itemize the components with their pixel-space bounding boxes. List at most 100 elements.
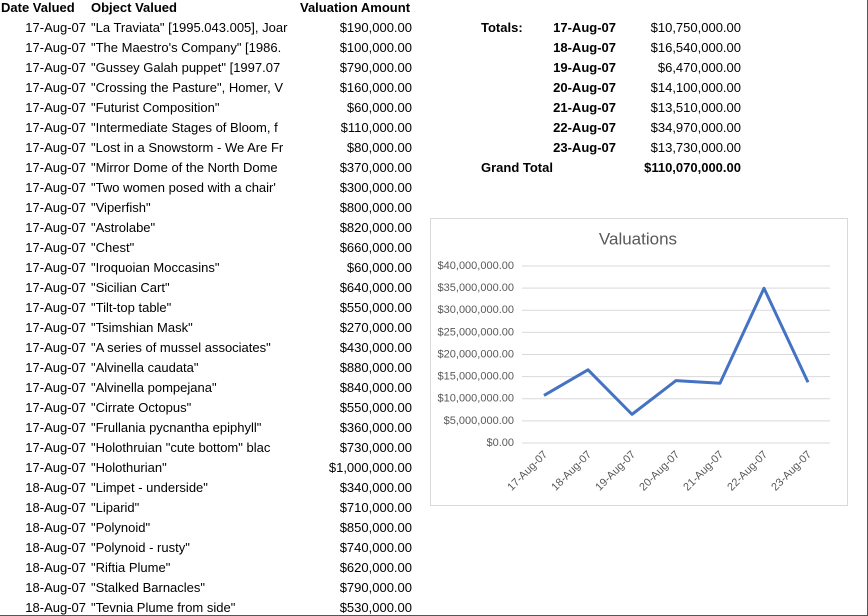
amount-cell: $100,000.00 bbox=[339, 40, 412, 55]
amount-cell: $660,000.00 bbox=[339, 240, 412, 255]
date-cell: 17-Aug-07 bbox=[25, 360, 86, 375]
grand-total-label: Grand Total bbox=[481, 160, 553, 175]
object-cell: "Stalked Barnacles" bbox=[91, 580, 206, 595]
date-cell: 17-Aug-07 bbox=[25, 80, 86, 95]
object-cell: "Polynoid - rusty" bbox=[91, 540, 190, 555]
amount-cell: $800,000.00 bbox=[339, 200, 412, 215]
date-cell: 18-Aug-07 bbox=[25, 500, 86, 515]
totals-date: 22-Aug-07 bbox=[553, 120, 616, 135]
amount-cell: $530,000.00 bbox=[339, 600, 412, 615]
x-tick-label: 19-Aug-07 bbox=[593, 449, 638, 494]
amount-cell: $740,000.00 bbox=[339, 540, 412, 555]
date-cell: 17-Aug-07 bbox=[25, 120, 86, 135]
x-tick-label: 21-Aug-07 bbox=[681, 449, 726, 494]
totals-amount: $13,510,000.00 bbox=[650, 100, 741, 115]
date-cell: 17-Aug-07 bbox=[25, 140, 86, 155]
object-cell: "A series of mussel associates" bbox=[91, 340, 271, 355]
column-header: Object Valued bbox=[91, 0, 177, 15]
date-cell: 17-Aug-07 bbox=[25, 400, 86, 415]
object-cell: "The Maestro's Company" [1986. bbox=[91, 40, 282, 55]
object-cell: "Two women posed with a chair' bbox=[91, 180, 276, 195]
date-cell: 17-Aug-07 bbox=[25, 60, 86, 75]
chart-frame bbox=[430, 218, 848, 506]
date-cell: 17-Aug-07 bbox=[25, 200, 86, 215]
object-cell: "Iroquoian Moccasins" bbox=[91, 260, 220, 275]
y-tick-label: $10,000,000.00 bbox=[438, 393, 514, 405]
object-cell: "Tilt-top table" bbox=[91, 300, 172, 315]
column-header: Valuation Amount bbox=[300, 0, 411, 15]
amount-cell: $430,000.00 bbox=[339, 340, 412, 355]
date-cell: 17-Aug-07 bbox=[25, 340, 86, 355]
x-tick-label: 18-Aug-07 bbox=[549, 449, 594, 494]
object-cell: "Polynoid" bbox=[91, 520, 151, 535]
amount-cell: $640,000.00 bbox=[339, 280, 412, 295]
object-cell: "Holothurian" bbox=[91, 460, 167, 475]
amount-cell: $1,000,000.00 bbox=[328, 460, 412, 475]
date-cell: 18-Aug-07 bbox=[25, 560, 86, 575]
amount-cell: $790,000.00 bbox=[339, 580, 412, 595]
date-cell: 17-Aug-07 bbox=[25, 320, 86, 335]
totals-amount: $14,100,000.00 bbox=[650, 80, 741, 95]
amount-cell: $300,000.00 bbox=[339, 180, 412, 195]
amount-cell: $360,000.00 bbox=[339, 420, 412, 435]
totals-date: 20-Aug-07 bbox=[553, 80, 616, 95]
date-cell: 17-Aug-07 bbox=[25, 440, 86, 455]
totals-date: 23-Aug-07 bbox=[553, 140, 616, 155]
data-line bbox=[543, 286, 810, 416]
date-cell: 18-Aug-07 bbox=[25, 580, 86, 595]
object-cell: "Mirror Dome of the North Dome bbox=[91, 160, 278, 175]
x-tick-label: 17-Aug-07 bbox=[505, 449, 550, 494]
y-tick-label: $15,000,000.00 bbox=[438, 371, 514, 383]
y-tick-label: $25,000,000.00 bbox=[438, 326, 514, 338]
object-cell: "Chest" bbox=[91, 240, 135, 255]
date-cell: 17-Aug-07 bbox=[25, 460, 86, 475]
object-cell: "Viperfish" bbox=[91, 200, 151, 215]
date-cell: 17-Aug-07 bbox=[25, 260, 86, 275]
date-cell: 18-Aug-07 bbox=[25, 520, 86, 535]
date-cell: 17-Aug-07 bbox=[25, 40, 86, 55]
object-cell: "Gussey Galah puppet" [1997.07 bbox=[91, 60, 281, 75]
amount-cell: $60,000.00 bbox=[346, 260, 412, 275]
y-tick-label: $5,000,000.00 bbox=[444, 415, 514, 427]
amount-cell: $60,000.00 bbox=[346, 100, 412, 115]
date-cell: 17-Aug-07 bbox=[25, 20, 86, 35]
object-cell: "Crossing the Pasture", Homer, V bbox=[91, 80, 284, 95]
object-cell: "Cirrate Octopus" bbox=[91, 400, 192, 415]
object-cell: "Sicilian Cart" bbox=[91, 280, 170, 295]
object-cell: "Frullania pycnantha epiphyll" bbox=[91, 420, 262, 435]
date-cell: 17-Aug-07 bbox=[25, 280, 86, 295]
object-cell: "Lost in a Snowstorm - We Are Fr bbox=[91, 140, 284, 155]
amount-cell: $270,000.00 bbox=[339, 320, 412, 335]
date-cell: 18-Aug-07 bbox=[25, 480, 86, 495]
object-cell: "Tsimshian Mask" bbox=[91, 320, 193, 335]
object-cell: "La Traviata" [1995.043.005], Joar bbox=[91, 20, 288, 35]
object-cell: "Alvinella caudata" bbox=[91, 360, 199, 375]
column-header: Date Valued bbox=[1, 0, 75, 15]
amount-cell: $710,000.00 bbox=[339, 500, 412, 515]
x-tick-label: 23-Aug-07 bbox=[769, 449, 814, 494]
y-tick-label: $35,000,000.00 bbox=[438, 282, 514, 294]
totals-amount: $16,540,000.00 bbox=[650, 40, 741, 55]
totals-amount: $34,970,000.00 bbox=[650, 120, 741, 135]
object-cell: "Futurist Composition" bbox=[91, 100, 220, 115]
amount-cell: $160,000.00 bbox=[339, 80, 412, 95]
totals-date: 18-Aug-07 bbox=[553, 40, 616, 55]
object-cell: "Astrolabe" bbox=[91, 220, 156, 235]
grand-total: $110,070,000.00 bbox=[644, 160, 741, 175]
totals-date: 21-Aug-07 bbox=[553, 100, 616, 115]
date-cell: 17-Aug-07 bbox=[25, 180, 86, 195]
amount-cell: $80,000.00 bbox=[346, 140, 412, 155]
amount-cell: $110,000.00 bbox=[340, 120, 412, 135]
amount-cell: $850,000.00 bbox=[339, 520, 412, 535]
totals-amount: $10,750,000.00 bbox=[650, 20, 741, 35]
amount-cell: $820,000.00 bbox=[339, 220, 412, 235]
totals-date: 19-Aug-07 bbox=[553, 60, 616, 75]
amount-cell: $190,000.00 bbox=[339, 20, 412, 35]
date-cell: 18-Aug-07 bbox=[25, 540, 86, 555]
chart-title: Valuations bbox=[599, 229, 677, 248]
amount-cell: $790,000.00 bbox=[339, 60, 412, 75]
date-cell: 17-Aug-07 bbox=[25, 240, 86, 255]
y-tick-label: $0.00 bbox=[486, 437, 514, 449]
